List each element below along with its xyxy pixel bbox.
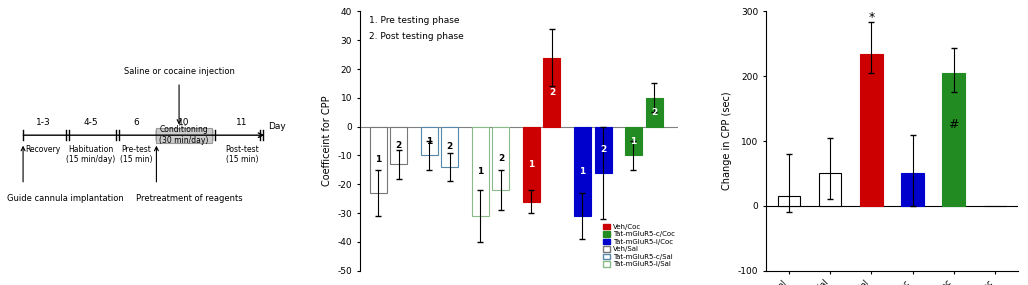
Text: 10: 10 xyxy=(178,118,190,127)
Bar xyxy=(369,127,387,193)
Text: Conditioning
(30 min/day): Conditioning (30 min/day) xyxy=(159,125,209,145)
Text: 6: 6 xyxy=(134,118,139,127)
Text: 1. Pre testing phase: 1. Pre testing phase xyxy=(369,16,460,25)
Bar xyxy=(818,174,842,206)
Text: 1: 1 xyxy=(579,167,586,176)
Text: Guide cannula implantation: Guide cannula implantation xyxy=(7,194,124,203)
Bar xyxy=(156,127,212,143)
Y-axis label: Change in CPP (sec): Change in CPP (sec) xyxy=(723,92,732,190)
Text: 4-5: 4-5 xyxy=(83,118,99,127)
Bar xyxy=(492,127,510,190)
Bar xyxy=(594,127,612,173)
Bar xyxy=(777,196,800,206)
Text: 1-3: 1-3 xyxy=(36,118,50,127)
Text: Day: Day xyxy=(268,123,286,131)
Bar xyxy=(472,127,488,216)
Text: Post-test
(15 min): Post-test (15 min) xyxy=(225,144,259,164)
Text: 1: 1 xyxy=(630,137,636,146)
Bar xyxy=(902,174,924,206)
Bar xyxy=(391,127,407,164)
Text: Pretreatment of reagents: Pretreatment of reagents xyxy=(136,194,243,203)
Bar xyxy=(646,98,663,127)
Legend: Veh/Coc, Tat-mGluR5-c/Coc, Tat-mGluR5-i/Coc, Veh/Sal, Tat-mGluR5-c/Sal, Tat-mGlu: Veh/Coc, Tat-mGluR5-c/Coc, Tat-mGluR5-i/… xyxy=(603,224,675,267)
Text: 2: 2 xyxy=(600,145,607,154)
Text: 2: 2 xyxy=(396,141,402,150)
Text: Pre-test
(15 min): Pre-test (15 min) xyxy=(120,144,152,164)
Text: *: * xyxy=(869,11,875,25)
Bar xyxy=(574,127,591,216)
Text: Saline or cocaine injection: Saline or cocaine injection xyxy=(123,67,234,76)
Text: Recovery: Recovery xyxy=(26,144,61,154)
Text: 2: 2 xyxy=(498,154,504,163)
Bar xyxy=(943,73,965,206)
Bar xyxy=(625,127,642,156)
Bar xyxy=(544,58,560,127)
Text: 1: 1 xyxy=(528,160,535,169)
Bar xyxy=(420,127,438,156)
Text: 2: 2 xyxy=(651,108,657,117)
Text: 1: 1 xyxy=(375,155,381,164)
Text: 1: 1 xyxy=(477,167,483,176)
Y-axis label: Coefficeint for CPP: Coefficeint for CPP xyxy=(322,96,332,186)
Bar xyxy=(441,127,458,167)
Text: 2. Post testing phase: 2. Post testing phase xyxy=(369,32,464,40)
Text: 11: 11 xyxy=(236,118,248,127)
Text: 2: 2 xyxy=(549,87,555,97)
Bar xyxy=(860,54,883,206)
Text: 2: 2 xyxy=(447,142,453,151)
Bar xyxy=(523,127,540,201)
Text: 1: 1 xyxy=(426,137,432,146)
Text: #: # xyxy=(949,118,959,131)
Text: Habituation
(15 min/day): Habituation (15 min/day) xyxy=(67,144,115,164)
